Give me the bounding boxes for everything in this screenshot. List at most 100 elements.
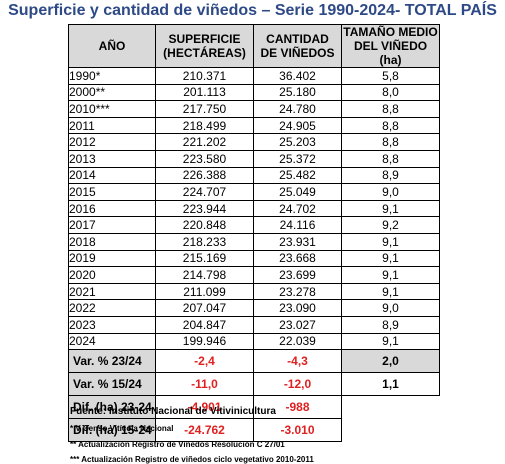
- cell-cantidad: 24.780: [253, 100, 342, 118]
- cell-superficie: 207.047: [155, 299, 254, 317]
- cell-superficie: 217.750: [155, 100, 254, 118]
- cell-superficie: 215.169: [155, 249, 254, 268]
- cell-cantidad: 23.090: [253, 299, 342, 317]
- cell-superficie: 218.233: [155, 232, 254, 251]
- cell-tamano: 8,9: [341, 315, 440, 334]
- summary-superficie: -4.901: [155, 395, 254, 420]
- summary-tamano: 2,0: [341, 349, 440, 374]
- header-cantidad-line2: DE VIÑEDOS: [260, 46, 335, 60]
- header-row: AÑO SUPERFICIE (HECTÁREAS) CANTIDAD DE V…: [68, 24, 440, 68]
- table-row: 2000** 201.113 25.180 8,0: [68, 83, 440, 102]
- cell-superficie: 221.202: [155, 133, 254, 151]
- cell-year: 2018: [68, 232, 156, 251]
- summary-superficie: -24.762: [155, 418, 254, 443]
- cell-cantidad: 22.039: [253, 332, 342, 351]
- cell-cantidad: 23.278: [253, 282, 342, 301]
- summary-tamano: 1,1: [341, 372, 440, 397]
- cell-tamano: 8,8: [341, 100, 440, 118]
- cell-cantidad: 24.905: [253, 116, 342, 135]
- cell-tamano: 9,2: [341, 216, 440, 234]
- table-row: 2021 211.099 23.278 9,1: [68, 282, 440, 301]
- summary-tamano-empty: [341, 395, 440, 419]
- cell-tamano: 9,1: [341, 232, 440, 251]
- table-row: 2023 204.847 23.027 8,9: [68, 315, 440, 334]
- cell-cantidad: 25.482: [253, 166, 342, 185]
- cell-year: 2012: [68, 133, 156, 151]
- summary-label: Var. % 23/24: [68, 349, 156, 374]
- cell-tamano: 9,0: [341, 183, 440, 201]
- table-row: 2014 226.388 25.482 8,9: [68, 166, 440, 185]
- table-row: 2020 214.798 23.699 9,1: [68, 266, 440, 284]
- summary-label: Dif. (ha) 15-24: [68, 418, 156, 443]
- cell-superficie: 204.847: [155, 315, 254, 334]
- source-note: Fuente: Instituto Nacional de Vitivinicu…: [70, 406, 276, 417]
- summary-row: Dif. (ha) 23-24 -4.901 -988: [68, 395, 440, 420]
- footnote-2: ** Actualización Registro de Viñedos Res…: [70, 440, 285, 449]
- cell-year: 2011: [68, 116, 156, 135]
- summary-tamano-empty: [341, 418, 440, 442]
- year-rows: 1990* 210.371 36.402 5,8 2000** 201.113 25.18…: [68, 67, 440, 351]
- cell-superficie: 214.798: [155, 266, 254, 284]
- cell-superficie: 223.580: [155, 149, 254, 168]
- cell-year: 2024: [68, 332, 156, 351]
- table-row: 2010*** 217.750 24.780 8,8: [68, 100, 440, 118]
- footnote-1: * V Censo Vitícola Nacional: [70, 424, 174, 433]
- cell-year: 2014: [68, 166, 156, 185]
- cell-cantidad: 23.699: [253, 266, 342, 284]
- cell-superficie: 211.099: [155, 282, 254, 301]
- summary-cantidad: -3.010: [253, 418, 342, 443]
- header-superficie-line2: (HECTÁREAS): [163, 46, 246, 60]
- cell-superficie: 223.944: [155, 199, 254, 218]
- summary-superficie: -2,4: [155, 349, 254, 374]
- cell-year: 2020: [68, 266, 156, 284]
- cell-year: 2017: [68, 216, 156, 234]
- cell-tamano: 9,1: [341, 332, 440, 351]
- cell-tamano: 8,0: [341, 83, 440, 102]
- summary-row: Var. % 23/24 -2,4 -4,3 2,0: [68, 349, 440, 374]
- summary-row: Var. % 15/24 -11,0 -12,0 1,1: [68, 372, 440, 397]
- page-title: Superficie y cantidad de viñedos – Serie…: [8, 2, 497, 19]
- summary-row: Dif. (ha) 15-24 -24.762 -3.010: [68, 418, 440, 443]
- summary-cantidad: -12,0: [253, 372, 342, 397]
- header-superficie-line1: SUPERFICIE: [168, 32, 241, 46]
- summary-rows: Var. % 23/24 -2,4 -4,3 2,0 Var. % 15/24 …: [68, 349, 440, 443]
- summary-label: Dif. (ha) 23-24: [68, 395, 156, 420]
- cell-cantidad: 25.372: [253, 149, 342, 168]
- cell-year: 2000**: [68, 83, 156, 102]
- table-row: 2018 218.233 23.931 9,1: [68, 232, 440, 251]
- cell-superficie: 201.113: [155, 83, 254, 102]
- cell-cantidad: 23.668: [253, 249, 342, 268]
- cell-tamano: 8,8: [341, 133, 440, 151]
- cell-superficie: 220.848: [155, 216, 254, 234]
- cell-tamano: 9,0: [341, 299, 440, 317]
- table-row: 2011 218.499 24.905 8,8: [68, 116, 440, 135]
- cell-year: 2022: [68, 299, 156, 317]
- table-row: 2013 223.580 25.372 8,8: [68, 149, 440, 168]
- cell-year: 1990*: [68, 67, 156, 85]
- cell-superficie: 224.707: [155, 183, 254, 201]
- cell-cantidad: 24.702: [253, 199, 342, 218]
- header-tamano-line2: DEL VIÑEDO (ha): [353, 39, 428, 67]
- cell-cantidad: 23.027: [253, 315, 342, 334]
- cell-cantidad: 23.931: [253, 232, 342, 251]
- summary-superficie: -11,0: [155, 372, 254, 397]
- cell-tamano: 9,1: [341, 199, 440, 218]
- cell-tamano: 8,9: [341, 166, 440, 185]
- cell-cantidad: 24.116: [253, 216, 342, 234]
- summary-label: Var. % 15/24: [68, 372, 156, 397]
- cell-year: 2021: [68, 282, 156, 301]
- cell-year: 2016: [68, 199, 156, 218]
- cell-superficie: 199.946: [155, 332, 254, 351]
- cell-tamano: 9,1: [341, 249, 440, 268]
- cell-tamano: 8,8: [341, 149, 440, 168]
- summary-cantidad: -988: [253, 395, 342, 420]
- table-row: 2024 199.946 22.039 9,1: [68, 332, 440, 351]
- header-year: AÑO: [68, 24, 156, 68]
- header-superficie: SUPERFICIE (HECTÁREAS): [155, 24, 254, 68]
- cell-tamano: 5,8: [341, 67, 440, 85]
- cell-cantidad: 25.180: [253, 83, 342, 102]
- table-row: 2016 223.944 24.702 9,1: [68, 199, 440, 218]
- vineyard-table: AÑO SUPERFICIE (HECTÁREAS) CANTIDAD DE V…: [68, 24, 440, 443]
- cell-tamano: 9,1: [341, 266, 440, 284]
- cell-year: 2015: [68, 183, 156, 201]
